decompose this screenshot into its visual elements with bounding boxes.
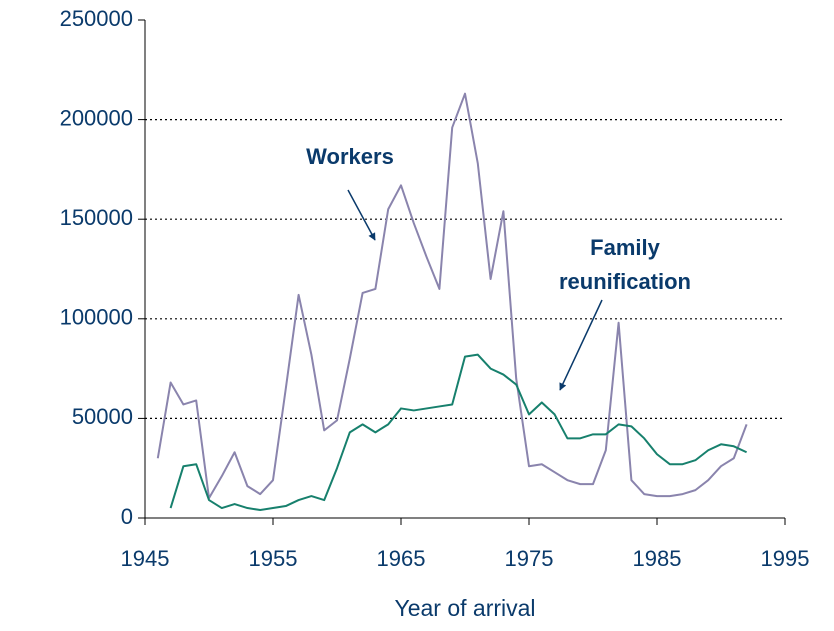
x-tick-label: 1995	[761, 546, 810, 571]
series-line	[156, 92, 748, 500]
y-tick-label: 50000	[72, 404, 133, 429]
x-tick-label: 1945	[121, 546, 170, 571]
annotation: Workers	[306, 144, 394, 169]
annotation-arrow	[559, 299, 603, 391]
x-axis-title: Year of arrival	[394, 595, 535, 621]
x-tick-label: 1975	[505, 546, 554, 571]
y-tick-label: 250000	[60, 6, 133, 31]
x-tick-label: 1965	[377, 546, 426, 571]
x-tick-label: 1955	[249, 546, 298, 571]
y-tick-label: 200000	[60, 105, 133, 130]
x-tick-label: 1985	[633, 546, 682, 571]
series-line	[169, 353, 748, 512]
annotation: Family	[590, 235, 660, 260]
y-tick-label: 150000	[60, 205, 133, 230]
y-tick-label: 100000	[60, 305, 133, 330]
y-tick-label: 0	[121, 504, 133, 529]
annotation-arrow	[347, 189, 376, 241]
annotation: reunification	[559, 269, 691, 294]
